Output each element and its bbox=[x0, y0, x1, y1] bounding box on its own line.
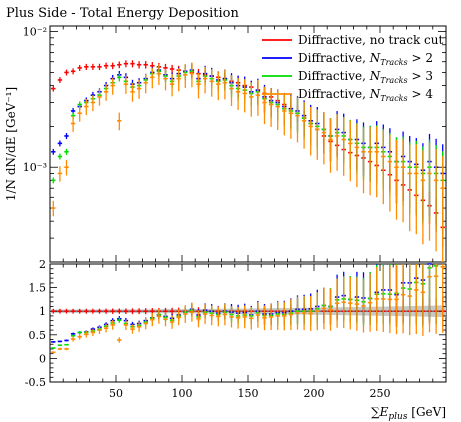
ratio-series-3 bbox=[51, 264, 445, 354]
y-tick-label: 10⁻² bbox=[23, 26, 47, 39]
ratio-data-points bbox=[51, 263, 445, 354]
legend-label: Diffractive, NTracks > 2 bbox=[298, 51, 433, 67]
ratio-y-tick-label: 0.5 bbox=[29, 329, 47, 342]
x-tick-label: 200 bbox=[304, 387, 325, 400]
x-axis-label: ∑Eplus [GeV] bbox=[371, 405, 446, 422]
main-axes: 10⁻² 10⁻³ bbox=[23, 25, 447, 263]
y-tick-label: 10⁻³ bbox=[23, 161, 47, 174]
ratio-y-tick-label: 1 bbox=[39, 305, 46, 318]
ratio-y-tick-label: -0.5 bbox=[25, 376, 46, 389]
series-0 bbox=[51, 60, 445, 248]
ratio-y-tick-label: 1.5 bbox=[29, 282, 47, 295]
ratio-y-tick-label: 0 bbox=[39, 352, 46, 365]
x-tick-label: 150 bbox=[238, 387, 259, 400]
ratio-y-tick-label: 2 bbox=[39, 258, 46, 271]
x-tick-label: 50 bbox=[109, 387, 123, 400]
series-3 bbox=[51, 62, 445, 262]
legend-label: Diffractive, NTracks > 3 bbox=[298, 69, 433, 85]
chart-title: Plus Side - Total Energy Deposition bbox=[6, 6, 239, 21]
x-tick-label: 100 bbox=[172, 387, 193, 400]
legend: Diffractive, no track cut Diffractive, NT… bbox=[262, 33, 444, 103]
legend-label: Diffractive, NTracks > 4 bbox=[298, 87, 433, 103]
ratio-frame bbox=[49, 263, 447, 383]
ratio-axes: 50 100 150 200 250 -0.5 0 0.5 1 1.5 2 bbox=[25, 258, 447, 400]
y-axis-label: 1/N dN/dE [GeV⁻¹] bbox=[4, 87, 18, 201]
x-tick-label: 250 bbox=[370, 387, 391, 400]
main-data-points bbox=[51, 60, 445, 262]
legend-label: Diffractive, no track cut bbox=[298, 33, 444, 47]
series-1 bbox=[51, 63, 445, 234]
series-2 bbox=[51, 64, 445, 241]
ratio-series-1 bbox=[51, 263, 432, 343]
